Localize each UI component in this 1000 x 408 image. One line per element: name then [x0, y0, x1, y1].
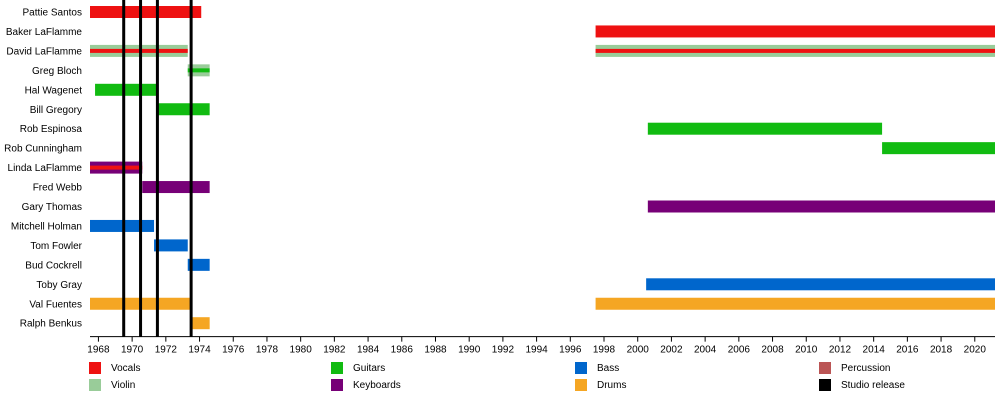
member-label: Greg Bloch: [32, 66, 82, 77]
member-label: Bill Gregory: [30, 105, 82, 116]
x-tick-label: 1982: [323, 345, 346, 356]
member-bar: [90, 6, 202, 18]
x-tick-label: 2020: [964, 345, 987, 356]
legend-label: Keyboards: [353, 379, 401, 391]
legend-item: Studio release: [819, 378, 905, 392]
member-label: Bud Cockrell: [25, 260, 82, 271]
legend-swatch: [575, 379, 587, 391]
member-bar-secondary: [90, 48, 188, 53]
member-bar-secondary: [187, 68, 210, 73]
legend-swatch: [331, 362, 343, 374]
legend-item: Guitars: [331, 361, 385, 375]
x-tick-label: 2000: [627, 345, 650, 356]
x-tick-label: 1980: [290, 345, 313, 356]
member-bar: [142, 181, 210, 194]
x-tick-label: 1968: [87, 345, 110, 356]
member-label: Gary Thomas: [22, 202, 82, 213]
legend-label: Guitars: [353, 362, 386, 374]
member-label: Rob Cunningham: [4, 144, 82, 155]
legend-item: Violin: [89, 378, 135, 392]
legend-label: Drums: [597, 379, 627, 391]
x-tick-label: 2018: [930, 345, 953, 356]
x-tick-label: 1992: [492, 345, 515, 356]
legend-swatch: [819, 379, 831, 391]
legend-item: Keyboards: [331, 378, 401, 392]
x-tick-label: 2008: [761, 345, 784, 356]
member-label: Toby Gray: [36, 280, 82, 291]
band-timeline-chart: Pattie Santos Baker LaFlamme David LaFlamm…: [4, 0, 995, 356]
legend-label: Percussion: [841, 362, 891, 374]
x-tick-label: 2004: [694, 345, 717, 356]
legend-label: Bass: [597, 362, 620, 374]
member-bar: [95, 83, 158, 96]
legend-swatch: [89, 362, 101, 374]
legend-swatch: [331, 379, 343, 391]
member-label: David LaFlamme: [6, 46, 82, 57]
legend-item: Percussion: [819, 361, 890, 375]
x-tick-label: 1988: [424, 345, 447, 356]
member-label: Ralph Benkus: [20, 319, 82, 330]
x-tick-label: 1986: [391, 345, 414, 356]
x-tick-label: 1984: [357, 345, 380, 356]
member-bar-secondary: [595, 48, 995, 53]
x-tick-label: 1978: [256, 345, 279, 356]
legend-label: Vocals: [111, 362, 141, 374]
member-bar: [882, 142, 995, 155]
member-label: Val Fuentes: [29, 299, 82, 310]
x-tick-label: 1970: [121, 345, 144, 356]
member-label: Baker LaFlamme: [6, 27, 83, 38]
member-bar: [187, 258, 210, 271]
member-label: Pattie Santos: [23, 8, 82, 19]
x-tick-label: 1994: [525, 345, 548, 356]
x-tick-label: 1974: [188, 345, 211, 356]
member-bar: [154, 239, 188, 252]
member-bar: [647, 200, 995, 213]
member-label: Hal Wagenet: [25, 85, 83, 96]
member-label: Rob Espinosa: [20, 124, 83, 135]
x-tick-label: 2006: [728, 345, 751, 356]
x-tick-label: 2010: [795, 345, 818, 356]
legend-swatch: [575, 362, 587, 374]
legend-item: Bass: [575, 361, 619, 375]
x-tick-label: 1976: [222, 345, 245, 356]
member-bar: [647, 122, 883, 135]
member-label: Fred Webb: [33, 183, 83, 194]
legend-item: Vocals: [89, 361, 140, 375]
member-bar: [646, 278, 995, 291]
member-bar-secondary: [90, 165, 143, 170]
legend-label: Studio release: [841, 379, 905, 391]
chart-legend: Vocals Violin Guitars Keyboards Bass Drums Per…: [0, 360, 1000, 400]
x-tick-label: 1972: [155, 345, 178, 356]
legend-swatch: [89, 379, 101, 391]
member-label: Tom Fowler: [30, 241, 82, 252]
x-tick-label: 1996: [559, 345, 582, 356]
x-tick-label: 1998: [593, 345, 616, 356]
x-tick-label: 2012: [829, 345, 852, 356]
legend-item: Drums: [575, 378, 626, 392]
member-bar: [595, 25, 995, 38]
x-tick-label: 1990: [458, 345, 481, 356]
member-bar: [90, 219, 155, 232]
member-bar: [595, 297, 995, 310]
member-label: Mitchell Holman: [11, 221, 82, 232]
legend-swatch: [819, 362, 831, 374]
x-tick-label: 2002: [660, 345, 683, 356]
legend-label: Violin: [111, 379, 136, 391]
x-tick-label: 2016: [896, 345, 919, 356]
x-tick-label: 2014: [863, 345, 886, 356]
member-bar: [191, 317, 210, 330]
member-bar: [157, 103, 210, 116]
member-label: Linda LaFlamme: [8, 163, 83, 174]
